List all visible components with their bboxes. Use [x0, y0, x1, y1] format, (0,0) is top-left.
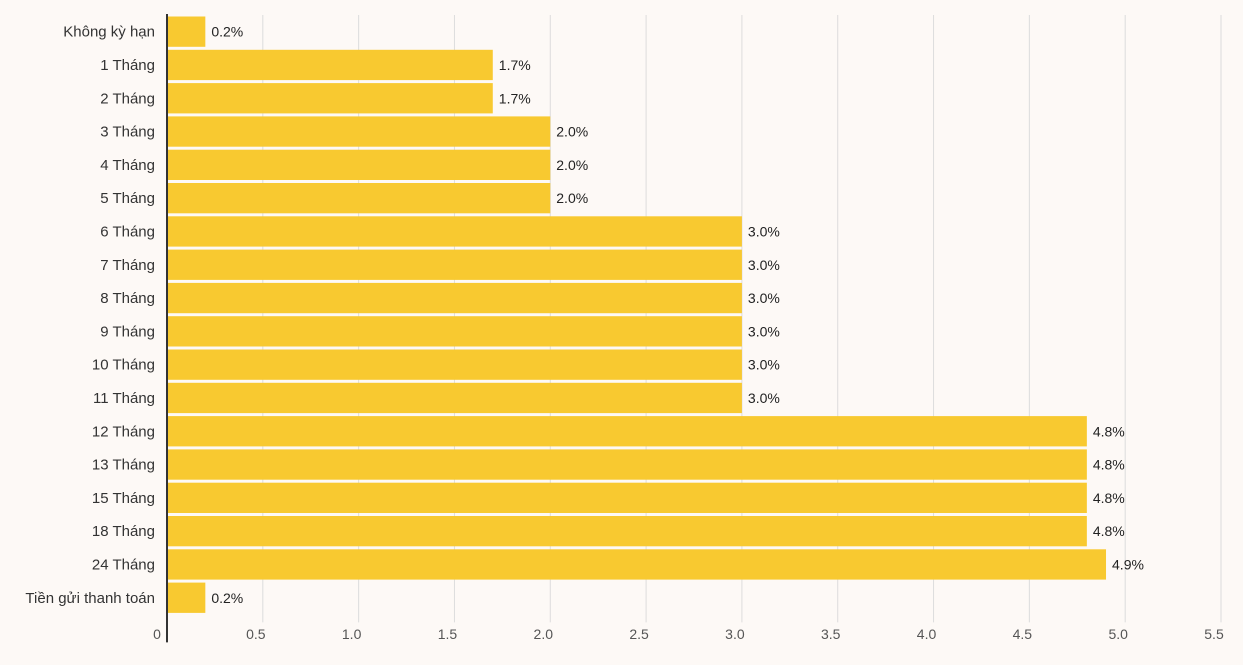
bar: [167, 83, 493, 114]
category-label: 10 Tháng: [92, 357, 155, 374]
bar: [167, 249, 742, 280]
value-label: 4.8%: [1093, 423, 1125, 439]
bar: [167, 416, 1087, 447]
value-label: 2.0%: [556, 190, 588, 206]
bar: [167, 149, 551, 180]
category-label: 5 Tháng: [100, 190, 155, 207]
category-label: 3 Tháng: [100, 124, 155, 141]
category-label: 7 Tháng: [100, 257, 155, 274]
bar: [167, 183, 551, 214]
category-label: Không kỳ hạn: [63, 24, 155, 41]
category-label: 11 Tháng: [93, 390, 155, 407]
bar: [167, 482, 1087, 513]
value-label: 4.9%: [1112, 556, 1144, 572]
category-label: 4 Tháng: [100, 157, 155, 174]
category-label: 18 Tháng: [92, 523, 155, 540]
x-tick-label: 1.5: [438, 626, 458, 642]
x-tick-label: 4.5: [1013, 626, 1033, 642]
value-label: 2.0%: [556, 124, 588, 140]
category-label: 1 Tháng: [100, 57, 155, 74]
value-label: 1.7%: [499, 57, 531, 73]
category-label: 6 Tháng: [100, 223, 155, 240]
bar: [167, 516, 1087, 547]
bar: [167, 49, 493, 81]
value-label: 0.2%: [211, 24, 243, 40]
bar: [167, 582, 206, 613]
bar: [167, 16, 206, 47]
value-label: 2.0%: [556, 157, 588, 173]
category-label: Tiền gửi thanh toán: [25, 590, 155, 607]
bar: [167, 349, 742, 380]
bar: [167, 216, 742, 247]
value-label: 4.8%: [1093, 523, 1125, 539]
x-tick-label: 2.0: [534, 626, 554, 642]
category-label: 8 Tháng: [100, 290, 155, 307]
x-tick-label: 5.0: [1108, 626, 1128, 642]
value-label: 4.8%: [1093, 457, 1125, 473]
category-label: 24 Tháng: [92, 556, 155, 573]
bar: [167, 282, 742, 314]
x-tick-label: 3.0: [725, 626, 745, 642]
value-label: 3.0%: [748, 257, 780, 273]
category-label: 2 Tháng: [100, 90, 155, 107]
value-label: 3.0%: [748, 223, 780, 239]
bar: [167, 316, 742, 347]
x-tick-label: 1.0: [342, 626, 362, 642]
value-label: 3.0%: [748, 323, 780, 339]
x-tick-label: 0: [153, 626, 161, 642]
value-label: 3.0%: [748, 357, 780, 373]
bar: [167, 382, 742, 414]
value-label: 1.7%: [499, 90, 531, 106]
bar: [167, 549, 1107, 580]
category-label: 13 Tháng: [92, 457, 155, 474]
bar: [167, 449, 1087, 480]
category-label: 15 Tháng: [92, 490, 155, 507]
category-label: 9 Tháng: [100, 323, 155, 340]
value-label: 3.0%: [748, 390, 780, 406]
category-label: 12 Tháng: [92, 423, 155, 440]
x-tick-label: 5.5: [1204, 626, 1224, 642]
value-label: 3.0%: [748, 290, 780, 306]
x-tick-label: 4.0: [917, 626, 937, 642]
value-label: 4.8%: [1093, 490, 1125, 506]
x-tick-label: 2.5: [629, 626, 649, 642]
x-tick-label: 3.5: [821, 626, 841, 642]
value-label: 0.2%: [211, 590, 243, 606]
x-tick-label: 0.5: [246, 626, 266, 642]
bar: [167, 116, 551, 147]
